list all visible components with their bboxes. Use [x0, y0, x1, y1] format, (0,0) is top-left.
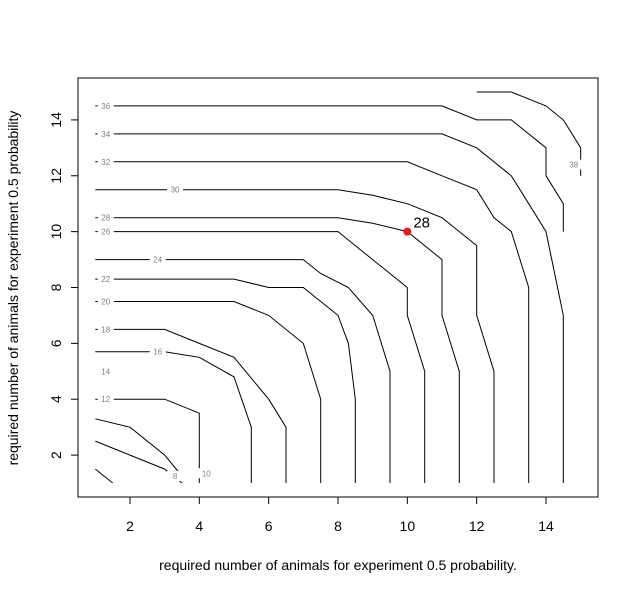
contour-line-28: [95, 217, 460, 483]
x-axis-title: required number of animals for experimen…: [159, 557, 517, 573]
contour-label-26: 26: [101, 228, 110, 237]
x-tick-label: 10: [400, 518, 416, 534]
y-tick-label: 4: [48, 395, 64, 403]
contour-label-16: 16: [153, 348, 162, 357]
contour-label-bg: [97, 128, 114, 139]
contour-line-22: [95, 278, 356, 483]
contour-label-18: 18: [101, 325, 110, 334]
contour-line-16: [95, 351, 252, 483]
x-tick-label: 4: [195, 518, 203, 534]
contour-line-36: [95, 105, 564, 232]
contour-label-36: 36: [101, 102, 110, 111]
contour-label-bg: [565, 159, 582, 170]
contour-label-bg: [97, 296, 114, 307]
y-tick-label: 2: [48, 451, 64, 459]
y-tick-label: 14: [48, 112, 64, 128]
y-tick-label: 10: [48, 224, 64, 240]
plot-frame: [77, 77, 599, 498]
x-tick-label: 6: [265, 518, 273, 534]
contour-label-bg: [97, 156, 114, 167]
highlight-point: [403, 227, 412, 236]
y-tick-label: 6: [48, 339, 64, 347]
contour-label-10: 10: [202, 469, 211, 478]
contour-labels: 8 10 12 14 16 18 20 22 24 26 28 30 32 34 36 38: [97, 100, 582, 482]
contour-line-24: [95, 259, 391, 483]
contour-lines: [94, 91, 582, 484]
y-axis-title: required number of animals for experimen…: [5, 111, 21, 466]
y-tick-label: 12: [48, 168, 64, 184]
contour-label-32: 32: [101, 158, 110, 167]
contour-line-38: [476, 91, 582, 176]
contour-label-38: 38: [569, 161, 578, 170]
x-tick-label: 14: [538, 518, 554, 534]
contour-label-20: 20: [101, 297, 110, 306]
contour-label-22: 22: [101, 275, 110, 284]
contour-label-bg: [97, 366, 114, 377]
contour-label-bg: [149, 254, 166, 265]
contour-label-bg: [97, 324, 114, 335]
contour-label-14: 14: [101, 367, 110, 376]
contour-label-bg: [97, 394, 114, 405]
contour-line-32: [95, 161, 530, 483]
highlight-point-label: 28: [413, 215, 430, 232]
contour-label-bg: [167, 184, 184, 195]
contour-label-bg: [97, 274, 114, 285]
contour-label-24: 24: [153, 256, 162, 265]
x-tick-label: 8: [334, 518, 342, 534]
y-tick-label: 8: [48, 283, 64, 291]
contour-label-12: 12: [101, 395, 110, 404]
contour-line-20: [95, 301, 322, 483]
contour-label-34: 34: [101, 130, 110, 139]
contour-line-34: [95, 133, 564, 483]
contour-line-18: [95, 328, 287, 483]
contour-line-14: [95, 398, 200, 483]
contour-line-8: [94, 468, 114, 484]
x-tick-label: 12: [469, 518, 485, 534]
highlight-group: 28: [403, 215, 430, 236]
contour-line-12: [95, 418, 183, 477]
contour-label-bg: [167, 471, 184, 482]
contour-label-30: 30: [171, 186, 180, 195]
contour-label-bg: [97, 212, 114, 223]
contour-label-8: 8: [173, 472, 178, 481]
contour-label-bg: [198, 468, 215, 479]
contour-label-bg: [149, 346, 166, 357]
contour-line-26: [95, 231, 426, 483]
x-tick-label: 2: [126, 518, 134, 534]
contour-label-bg: [97, 100, 114, 111]
contour-label-bg: [97, 226, 114, 237]
contour-label-28: 28: [101, 214, 110, 223]
